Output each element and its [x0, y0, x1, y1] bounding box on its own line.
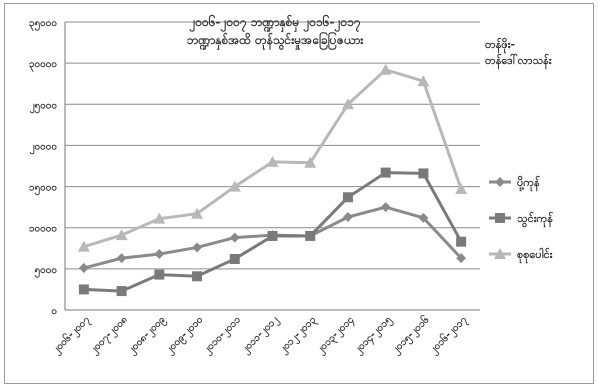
series-square — [78, 167, 467, 297]
legend: ပို့ကုန်သွင်းကုန်စုစုပေါင်း — [489, 175, 554, 264]
chart-frame: ၀ ၅၀၀၀ ၁၀၀၀၀ ၁၅၀၀၀ ၂၀၀၀၀ ၂၅၀၀၀ ၃၀၀၀၀ ၃၅၀၀၀ ၂၀၀၆… — [4, 3, 594, 384]
y-tick-label: ၃၀၀၀၀ — [29, 59, 57, 73]
y-tick-label: ၂၀၀၀၀ — [30, 141, 57, 155]
unit-label-line-1: တန်ဖိုး- — [485, 37, 515, 54]
data-point — [380, 202, 391, 213]
legend-marker — [494, 248, 506, 259]
data-point — [192, 271, 203, 282]
data-point — [229, 253, 240, 264]
x-tick-labels: ၂၀၀၆-၂၀၀၇၂၀၀၇-၂၀၀၈၂၀၀၈-၂၀၀၉၂၀၀၉-၂၀၁၀၂၀၁၀… — [49, 313, 471, 358]
data-point — [417, 75, 430, 87]
series-triangle — [77, 63, 468, 252]
x-tick-label: ၂၀၁၃-၂၀၁၄ — [315, 314, 359, 358]
data-point — [77, 240, 90, 252]
data-point — [305, 230, 316, 241]
legend-label: ပို့ကုန် — [517, 175, 540, 192]
data-point — [418, 212, 429, 223]
x-tick-label: ၂၀၁၁-၂၀၁၂ — [240, 314, 283, 357]
x-tick-label: ၂၀၀၉-၂၀၁၀ — [164, 314, 208, 358]
data-point — [116, 286, 127, 297]
legend-label: စုစုပေါင်း — [517, 247, 554, 264]
data-point — [341, 98, 354, 110]
y-tick-label: ၁၀၀၀၀ — [29, 224, 57, 235]
data-point — [418, 168, 429, 179]
x-tick-label: ၂၀၁၄-၂၀၁၅ — [352, 314, 396, 358]
data-point — [456, 236, 467, 247]
data-point — [153, 212, 166, 224]
data-point — [192, 242, 203, 253]
legend-item: သွင်းကုန် — [489, 211, 554, 228]
x-tick-label: ၂၀၁၅-၂၀၁၆ — [389, 313, 434, 358]
y-tick-label: ၅၀၀၀ — [35, 265, 58, 279]
data-point — [380, 167, 391, 178]
legend-item: ပို့ကုန် — [489, 175, 540, 192]
legend-marker — [495, 177, 505, 187]
legend-marker — [495, 213, 505, 223]
data-point — [78, 263, 89, 274]
chart-title-line-1: ၂၀၀၆-၂၀၀၇ ဘဏ္ဍာနှစ်မှ ၂၀၁၆-၂၀၁၇ — [188, 13, 361, 33]
series-diamond — [78, 202, 467, 274]
data-point — [191, 207, 204, 219]
data-point — [115, 229, 128, 241]
data-point — [266, 155, 279, 167]
x-tick-label: ၂၀၁၀-၂၀၁၁ — [201, 314, 245, 358]
data-point — [455, 183, 468, 195]
legend-label: သွင်းကုန် — [517, 211, 554, 228]
unit-label-line-2: တန်ဒေါ်လာသန်း — [485, 53, 553, 70]
data-point — [379, 63, 392, 75]
x-tick-label: ၂၀၀၈-၂၀၀၉ — [126, 314, 170, 358]
data-point — [154, 269, 165, 280]
axes — [64, 22, 480, 311]
x-tick-label: ၂၀၀၇-၂၀၀၈ — [88, 314, 132, 358]
data-point — [229, 232, 240, 243]
y-tick-labels: ၀ ၅၀၀၀ ၁၀၀၀၀ ၁၅၀၀၀ ၂၀၀၀၀ ၂၅၀၀၀ ၃၀၀၀၀ ၃၅၀၀၀ — [29, 18, 57, 317]
y-tick-label: ၃၅၀၀၀ — [29, 18, 57, 32]
x-tick-label: ၂၀၁၆-၂၀၁၇ — [426, 313, 471, 358]
y-tick-label: ၁၅၀၀၀ — [29, 183, 57, 197]
chart-title: ၂၀၀၆-၂၀၀၇ ဘဏ္ဍာနှစ်မှ ၂၀၁၆-၂၀၁၇ ဘဏ္ဍာနှစ… — [187, 13, 364, 51]
legend-item: စုစုပေါင်း — [489, 247, 554, 264]
gridlines — [65, 21, 480, 270]
chart-title-line-2: ဘဏ္ဍာနှစ်အထိ တုန်သွင်းမှုအခြေပြဇယား — [187, 30, 364, 51]
y-tick-label: ၀ — [51, 306, 57, 317]
x-tick-label: ၂၀၁၂-၂၀၁၃ — [277, 314, 320, 357]
data-point — [456, 253, 467, 264]
chart-svg: ၀ ၅၀၀၀ ၁၀၀၀၀ ၁၅၀၀၀ ၂၀၀၀၀ ၂၅၀၀၀ ၃၀၀၀၀ ၃၅၀၀၀ ၂၀၀၆… — [29, 13, 554, 358]
y-tick-label: ၂၅၀၀၀ — [30, 100, 57, 114]
x-tick-label: ၂၀၀၆-၂၀၀၇ — [49, 313, 94, 358]
data-point — [116, 253, 127, 264]
data-point — [267, 230, 278, 241]
data-point — [228, 180, 241, 192]
series-lines — [77, 63, 468, 297]
unit-label: တန်ဖိုး- တန်ဒေါ်လာသန်း — [485, 37, 553, 70]
data-point — [78, 284, 89, 295]
data-point — [342, 212, 353, 223]
data-point — [304, 156, 317, 168]
data-point — [154, 249, 165, 260]
data-point — [342, 192, 353, 203]
